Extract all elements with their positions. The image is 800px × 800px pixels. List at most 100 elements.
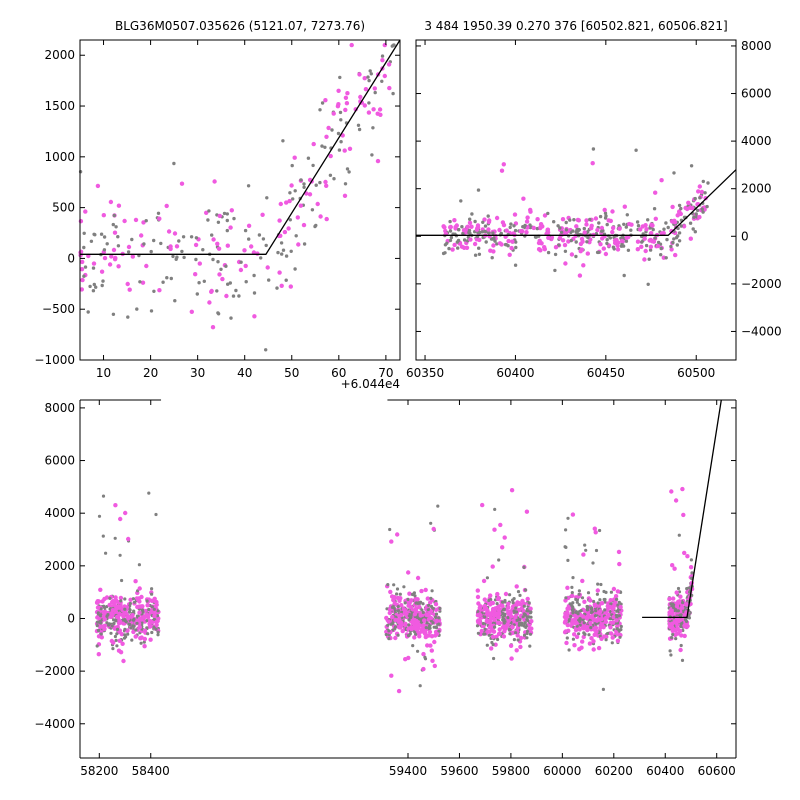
panel-bottom-data-point: [107, 622, 112, 626]
panel-top-right-data-point: [586, 230, 590, 234]
panel-top-right-data-point: [546, 235, 551, 240]
panel-bottom-data-point: [137, 610, 142, 615]
panel-top-right-data-point: [640, 240, 644, 244]
panel-bottom-data-point: [414, 601, 418, 605]
panel-bottom-data-point: [389, 622, 393, 626]
panel-bottom-data-point: [527, 615, 531, 619]
panel-bottom-data-point: [426, 607, 430, 612]
panel-bottom-data-point: [146, 632, 150, 636]
panel-top-left: BLG36M0507.035626 (5121.07, 7273.76) 10 2…: [34, 19, 401, 391]
panel-bottom-data-point: [123, 627, 127, 631]
panel-top-right-data-point: [622, 204, 627, 209]
panel-bottom-data-point: [598, 528, 602, 533]
panel-top-left-data-point: [107, 262, 113, 267]
panel-bottom-data-point: [679, 624, 683, 629]
panel-bottom-data-point: [595, 592, 600, 596]
panel-bottom-data-point: [148, 618, 153, 624]
panel-top-right-data-point: [698, 196, 702, 200]
panel-bottom-data-point: [602, 589, 606, 594]
panel-bottom-data-point: [398, 596, 403, 601]
panel-bottom-data-point: [680, 658, 685, 663]
panel-bottom-data-point: [425, 621, 429, 625]
panel-top-left-data-point: [335, 104, 341, 109]
panel-bottom-data-point: [565, 585, 570, 590]
panel-top-left-data-point: [171, 254, 175, 259]
panel-bottom-data-point: [117, 611, 122, 617]
panel-bottom-data-point: [587, 641, 593, 646]
panel-top-right-data-point: [531, 225, 536, 231]
panel-top-right-data-point: [560, 238, 566, 243]
panel-top-right-data-point: [542, 245, 547, 250]
panel-bottom-data-point: [522, 604, 526, 608]
panel-top-left-data-point: [246, 223, 252, 228]
panel-bottom-data-point: [406, 570, 411, 575]
panel-top-left-data-point: [216, 246, 222, 251]
panel-top-right-data-point: [461, 231, 465, 236]
panel-top-left-data-point: [182, 255, 186, 260]
panel-top-right-data-point: [675, 243, 679, 247]
panel-bottom-data-point: [390, 614, 395, 620]
panel-bottom-data-point: [680, 486, 685, 492]
panel-bottom-data-point: [566, 516, 570, 520]
panel-top-right-data-point: [679, 206, 683, 211]
panel-bottom-data-point: [475, 588, 480, 593]
panel-bottom-data-point: [569, 614, 573, 619]
panel-bottom-data-point: [123, 510, 128, 516]
panel-top-right-data-point: [584, 222, 589, 227]
panel-top-left-data-point: [202, 279, 206, 283]
panel-top-left-data-point: [298, 203, 303, 208]
panel-bottom-data-point: [434, 625, 438, 629]
panel-bottom-data-point: [667, 596, 672, 602]
panel-top-left-data-point: [111, 247, 117, 253]
panel-top-right-data-point: [525, 215, 530, 220]
panel-top-right-data-point: [688, 236, 693, 241]
panel-top-left-xtick-label: 50: [284, 366, 299, 380]
panel-bottom-data-point: [395, 532, 400, 537]
panel-top-right-data-point: [476, 188, 481, 192]
panel-bottom-data-point: [521, 615, 525, 619]
panel-bottom-data-point: [135, 621, 139, 625]
panel-top-right-data-point: [602, 207, 607, 213]
panel-bottom-frame: [79, 399, 737, 759]
panel-top-left-data-point: [166, 229, 172, 234]
panel-top-left-data-point: [345, 167, 350, 171]
panel-bottom-data-point: [426, 633, 431, 638]
panel-bottom-data-point: [104, 551, 108, 555]
panel-bottom-data-point: [393, 625, 398, 629]
panel-top-left-data-point: [204, 210, 209, 215]
panel-bottom-data-point: [677, 533, 681, 537]
panel-bottom-data-point: [516, 607, 522, 613]
panel-bottom-data-point: [674, 590, 679, 595]
panel-top-right-data-point: [490, 256, 494, 260]
panel-top-left-data-point: [78, 219, 84, 224]
panel-top-left-data-point: [207, 300, 212, 305]
panel-bottom-data-point: [508, 632, 512, 636]
panel-top-left-data-point: [387, 85, 392, 91]
panel-bottom-data-point: [154, 512, 158, 517]
panel-top-left-data-point: [225, 243, 230, 248]
panel-top-right-data-point: [534, 235, 538, 239]
panel-bottom-data-point: [107, 602, 112, 608]
panel-top-left-data-point: [371, 107, 376, 112]
panel-top-right-frame: [415, 39, 737, 361]
panel-bottom-data-point: [130, 613, 135, 618]
panel-bottom-data-point: [503, 591, 509, 597]
panel-top-right-data-point: [524, 219, 530, 224]
panel-bottom-data-point: [516, 601, 522, 606]
panel-top-right-data-point: [553, 245, 559, 250]
panel-bottom-data-point: [418, 684, 422, 688]
panel-top-left-data-point: [324, 183, 329, 188]
panel-top-left-data-point: [252, 273, 256, 278]
panel-bottom-ytick-label: 2000: [44, 559, 75, 573]
panel-top-left-ytick-label: 0: [67, 251, 75, 265]
panel-top-left-data-point: [323, 98, 328, 103]
panel-top-right-data-point: [493, 239, 497, 243]
panel-top-left-data-point: [386, 62, 392, 67]
panel-top-left-data-point: [181, 235, 186, 239]
panel-bottom-data-point: [670, 628, 675, 634]
panel-top-right-data-point: [612, 247, 616, 251]
panel-top-right-data-point: [624, 225, 628, 229]
panel-top-left-data-point: [318, 108, 322, 112]
panel-bottom-data-point: [132, 609, 136, 613]
panel-bottom-data-point: [690, 571, 694, 575]
